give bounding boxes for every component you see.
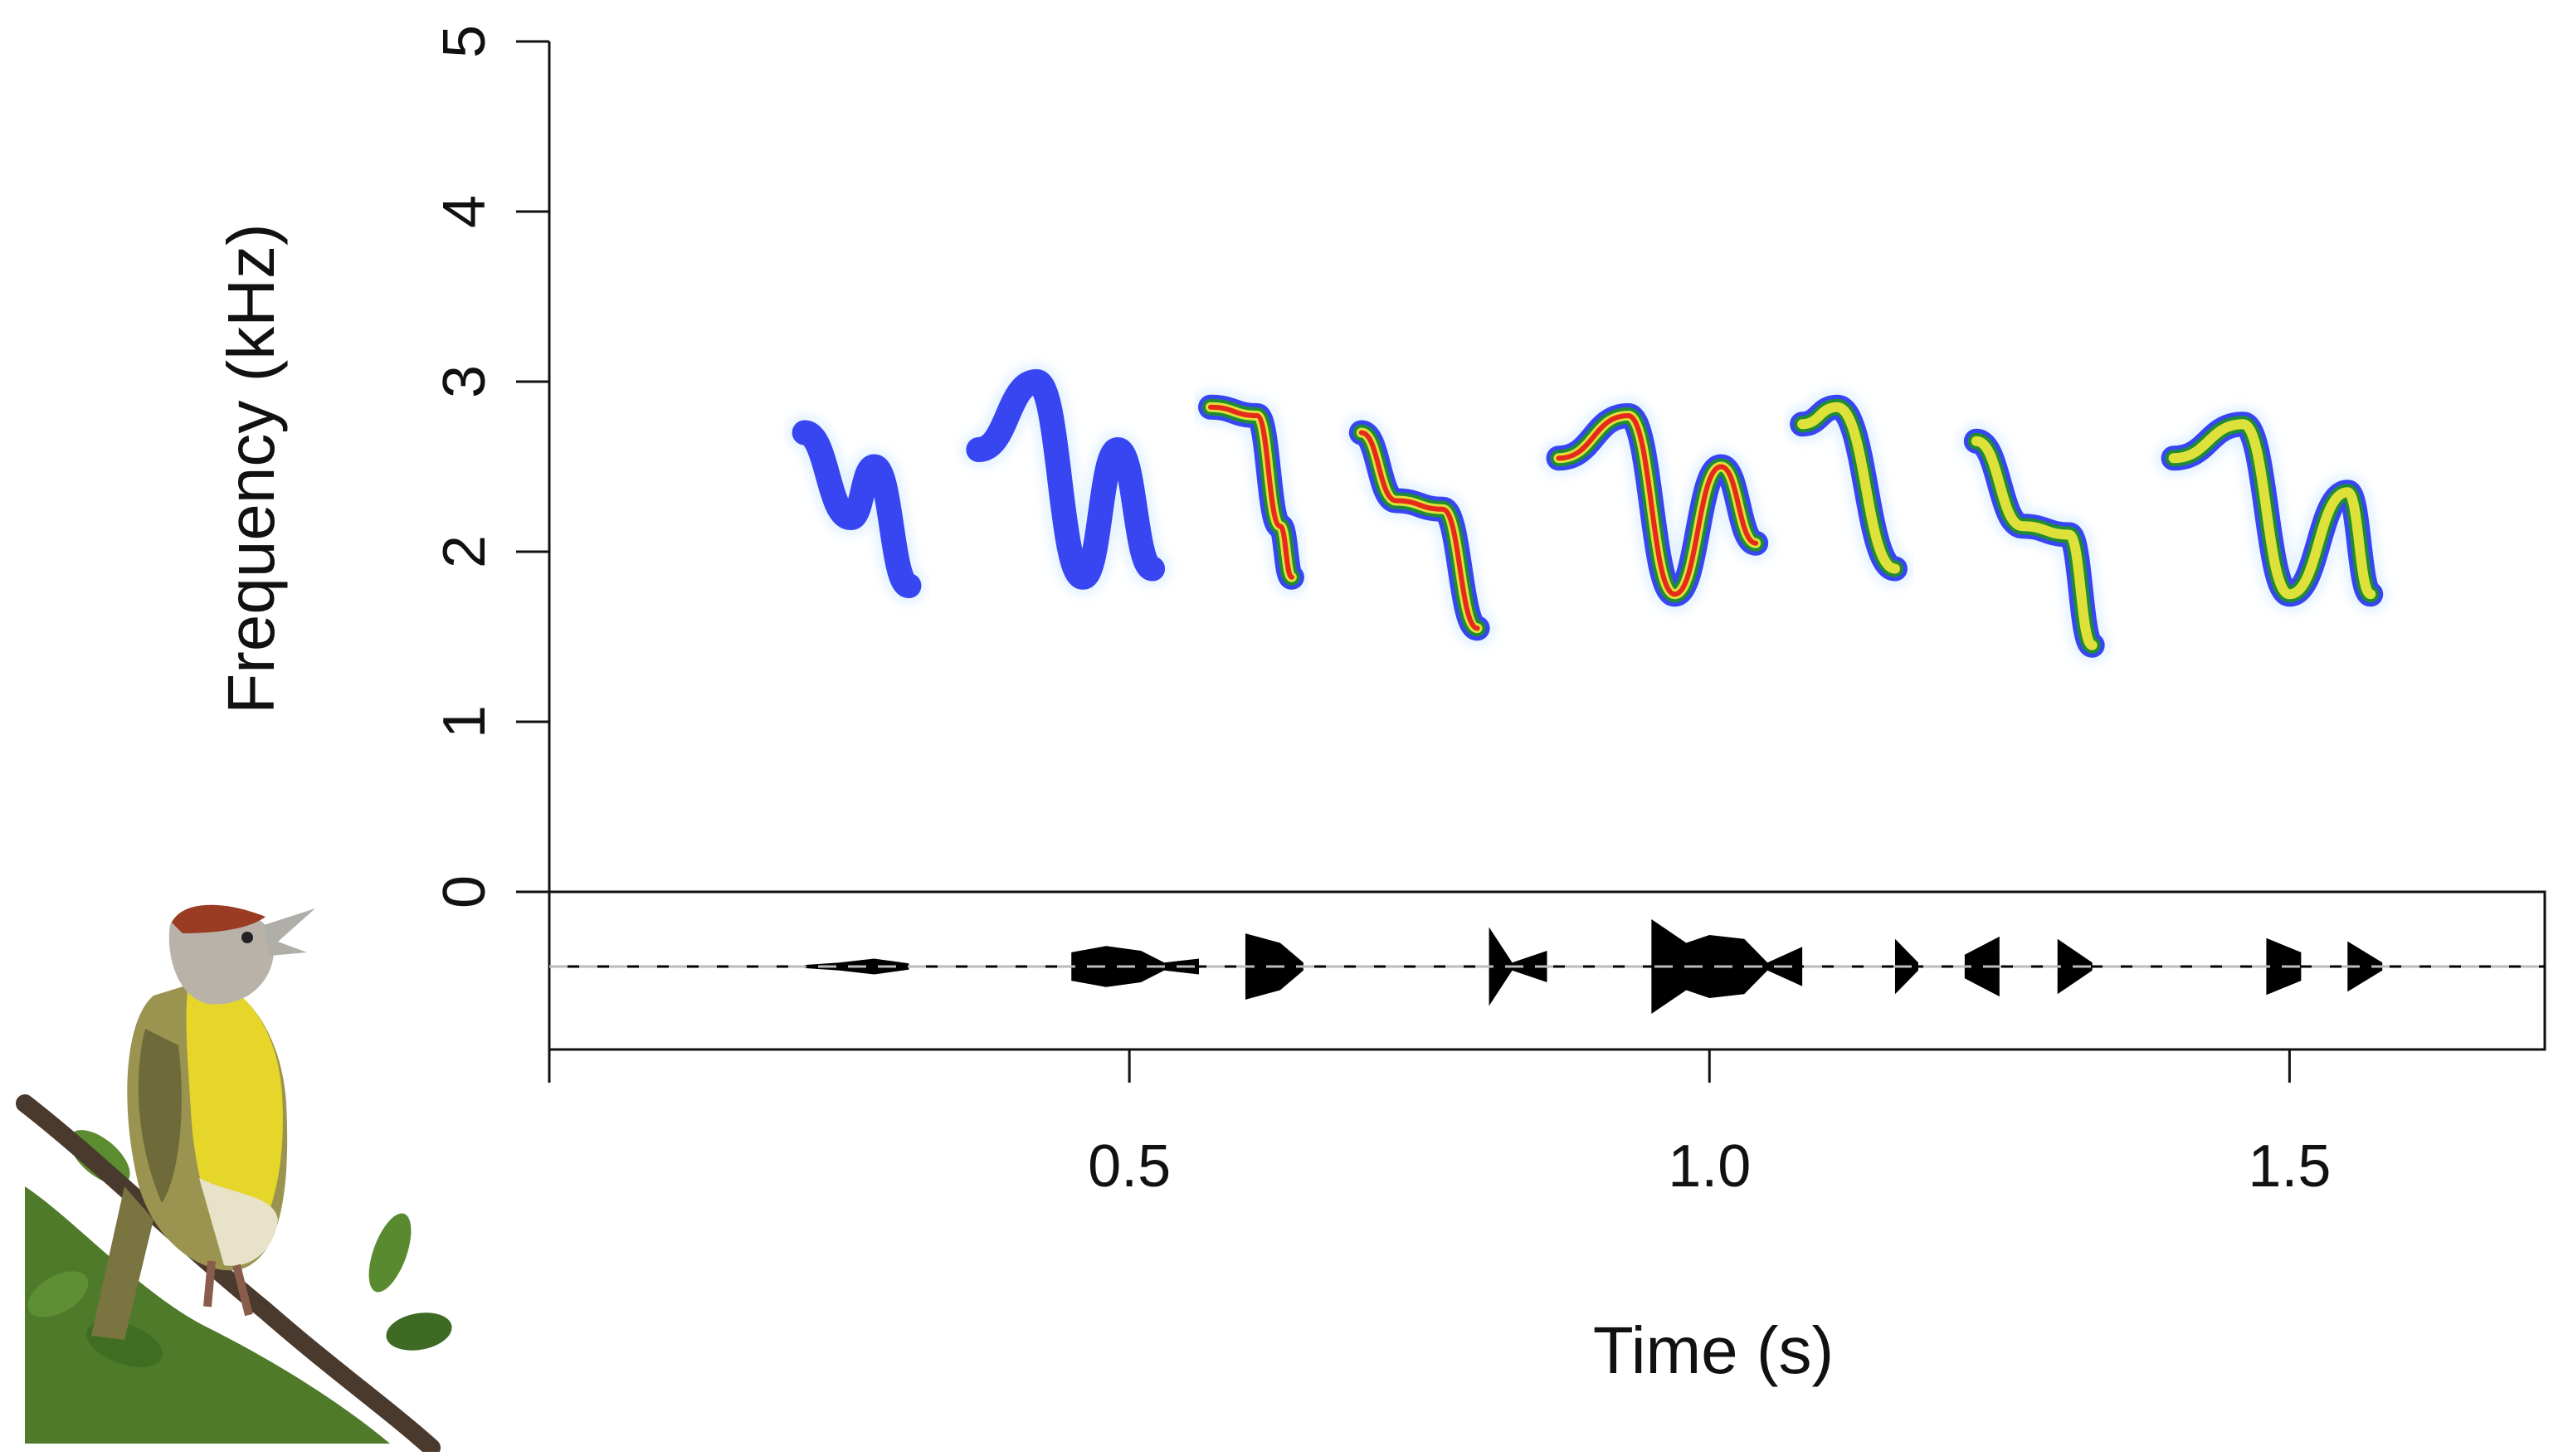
trace-band — [1208, 404, 1294, 580]
bird-belly — [199, 1178, 278, 1266]
leaf — [368, 1213, 412, 1293]
syllable-trace — [1784, 388, 1913, 587]
trace-band — [1358, 430, 1480, 631]
bird-legs — [203, 1260, 253, 1317]
trace-band — [966, 369, 1166, 590]
bird-beak — [264, 908, 315, 956]
syllable-trace — [1540, 397, 1775, 613]
trace-band — [1556, 413, 1759, 597]
bird-eye — [241, 932, 253, 943]
syllable-trace — [786, 414, 928, 604]
branch — [16, 1094, 441, 1456]
syllable-trace — [1342, 414, 1496, 647]
y-tick-label: 4 — [431, 195, 498, 228]
y-tick-label: 1 — [431, 705, 498, 738]
x-axis-title: Time (s) — [1593, 1313, 1834, 1387]
y-axis-ticks: 0 1 2 3 4 5 — [431, 25, 549, 908]
y-tick-label: 0 — [431, 875, 498, 908]
bird-photo — [16, 904, 452, 1456]
y-axis-title: Frequency (kHz) — [214, 223, 288, 713]
x-tick-label: 0.5 — [1088, 1133, 1171, 1200]
trace-band — [792, 420, 922, 598]
syllable-trace — [1192, 388, 1310, 596]
trace-band — [2168, 419, 2376, 600]
syllable-trace — [960, 363, 1172, 596]
leaf-cluster — [25, 1186, 390, 1444]
x-axis-ticks: 0.5 1.0 1.5 — [1088, 1049, 2331, 1200]
y-tick-label: 3 — [431, 365, 498, 398]
leaf — [386, 1312, 452, 1351]
syllable-trace — [2155, 406, 2390, 613]
x-tick-label: 1.0 — [1668, 1133, 1751, 1200]
leaf — [27, 1271, 89, 1317]
oscillogram-waveform — [549, 919, 2545, 1014]
y-tick-label: 2 — [431, 535, 498, 568]
x-tick-label: 1.5 — [2248, 1133, 2331, 1200]
bird-wing — [138, 1029, 182, 1203]
y-tick-label: 5 — [431, 25, 498, 58]
spectrogram-traces — [786, 363, 2390, 664]
syllable-trace — [1957, 422, 2111, 664]
trace-band — [1971, 436, 2098, 650]
bird-tail — [91, 1186, 153, 1340]
bird-cap — [172, 904, 266, 933]
trace-band — [1797, 402, 1900, 574]
